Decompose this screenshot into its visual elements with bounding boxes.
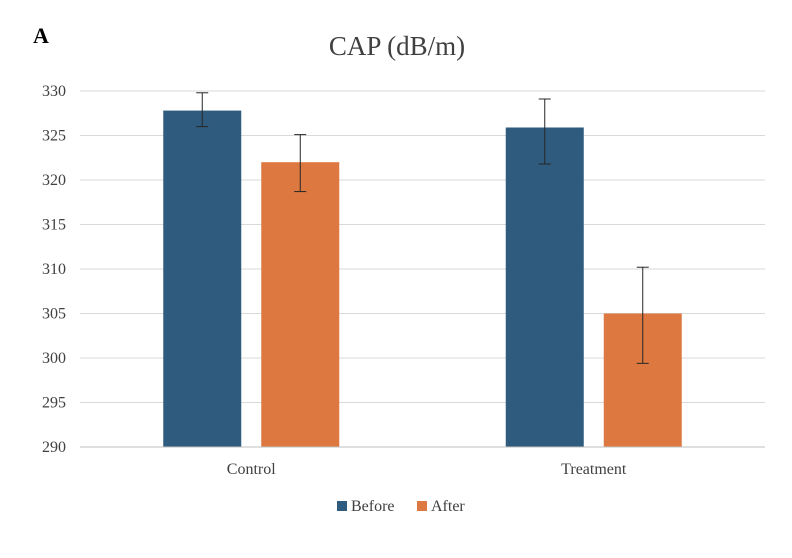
x-axis-categories: Control Treatment xyxy=(227,461,627,478)
y-tick-label: 295 xyxy=(42,395,66,412)
legend-label: After xyxy=(431,498,465,515)
y-axis-ticks: 290 295 300 305 310 315 320 325 330 xyxy=(42,83,66,456)
error-bars xyxy=(196,92,649,364)
bar-before-treatment xyxy=(505,127,584,448)
y-tick-label: 325 xyxy=(42,128,66,145)
legend: Before After xyxy=(337,498,465,515)
legend-swatch xyxy=(417,501,427,511)
y-tick-label: 290 xyxy=(42,439,66,456)
legend-swatch xyxy=(337,501,347,511)
legend-item-before: Before xyxy=(337,498,395,515)
error-bar xyxy=(636,266,649,364)
legend-item-after: After xyxy=(417,498,465,515)
y-tick-label: 315 xyxy=(42,217,66,234)
y-tick-label: 300 xyxy=(42,350,66,367)
error-bar xyxy=(196,92,209,128)
y-tick-label: 330 xyxy=(42,83,66,100)
panel-label: A xyxy=(33,23,49,48)
error-bar xyxy=(294,134,307,193)
category-label: Control xyxy=(227,461,276,478)
chart-title: CAP (dB/m) xyxy=(329,31,465,61)
bar-after-control xyxy=(261,162,340,447)
error-bar xyxy=(538,98,551,165)
bars xyxy=(163,110,682,448)
y-tick-label: 320 xyxy=(42,172,66,189)
y-tick-label: 305 xyxy=(42,306,66,323)
y-tick-label: 310 xyxy=(42,261,66,278)
bar-before-control xyxy=(163,110,242,447)
category-label: Treatment xyxy=(561,461,627,478)
legend-label: Before xyxy=(351,498,395,515)
